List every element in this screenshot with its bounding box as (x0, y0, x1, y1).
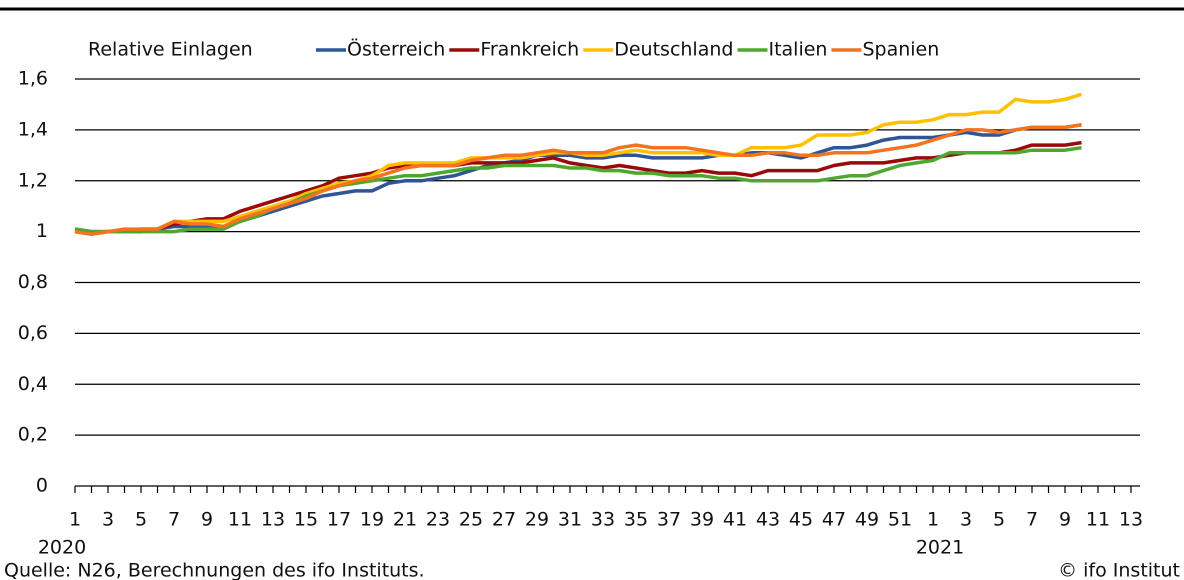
x-tick-label: 13 (1119, 509, 1143, 531)
y-tick-label: 1,4 (18, 118, 48, 140)
x-tick-label: 33 (591, 509, 615, 531)
legend-label: Frankreich (480, 39, 579, 61)
x-tick-label: 19 (360, 509, 384, 531)
y-tick-label: 1,2 (18, 169, 48, 191)
legend-label: Italien (768, 39, 827, 61)
y-tick-label: 1 (36, 220, 48, 242)
x-tick-label: 31 (558, 509, 582, 531)
source: Quelle: N26, Berechnungen des ifo Instit… (4, 560, 425, 580)
y-tick-label: 0,6 (18, 322, 48, 344)
x-tick-label: 51 (888, 509, 912, 531)
x-tick-label: 7 (168, 509, 180, 531)
x-tick-label: 35 (624, 509, 648, 531)
series-line (74, 145, 1082, 234)
x-tick-label: 23 (426, 509, 450, 531)
x-tick-label: 41 (723, 509, 747, 531)
x-tick-label: 1 (69, 509, 81, 531)
x-tick-label: 37 (657, 509, 681, 531)
x-tick-label: 49 (855, 509, 879, 531)
x-tick-label: 9 (201, 509, 213, 531)
x-tick-label: 45 (789, 509, 813, 531)
x-tick-label: 11 (1086, 509, 1110, 531)
y-tick-label: 0 (36, 475, 48, 497)
x-tick-label: 17 (327, 509, 351, 531)
year-label: 2020 (38, 537, 86, 559)
y-tick-label: 0,8 (18, 271, 48, 293)
legend-label: Österreich (347, 38, 445, 61)
x-tick-label: 15 (294, 509, 318, 531)
y-tick-label: 1,6 (18, 68, 48, 90)
x-tick-label: 5 (993, 509, 1005, 531)
x-tick-label: 11 (228, 509, 252, 531)
y-tick-label: 0,2 (18, 424, 48, 446)
x-tick-label: 13 (261, 509, 285, 531)
x-tick-label: 29 (525, 509, 549, 531)
x-tick-label: 5 (135, 509, 147, 531)
x-tick-label: 43 (756, 509, 780, 531)
copyright: © ifo Institut (1058, 560, 1180, 580)
year-label: 2021 (916, 537, 964, 559)
x-tick-label: 9 (1059, 509, 1071, 531)
series-line (74, 123, 1082, 236)
x-tick-label: 21 (393, 509, 417, 531)
series-line (74, 140, 1082, 236)
x-tick-label: 47 (822, 509, 846, 531)
x-tick-label: 3 (102, 509, 114, 531)
x-tick-label: 27 (492, 509, 516, 531)
x-tick-label: 3 (960, 509, 972, 531)
legend-label: Deutschland (614, 39, 733, 61)
x-tick-label: 39 (690, 509, 714, 531)
x-tick-label: 1 (927, 509, 939, 531)
y-tick-label: 0,4 (18, 373, 48, 395)
x-tick-label: 25 (459, 509, 483, 531)
x-tick-label: 7 (1026, 509, 1038, 531)
legend-label: Spanien (862, 39, 939, 61)
y-axis-label: Relative Einlagen (88, 39, 253, 61)
